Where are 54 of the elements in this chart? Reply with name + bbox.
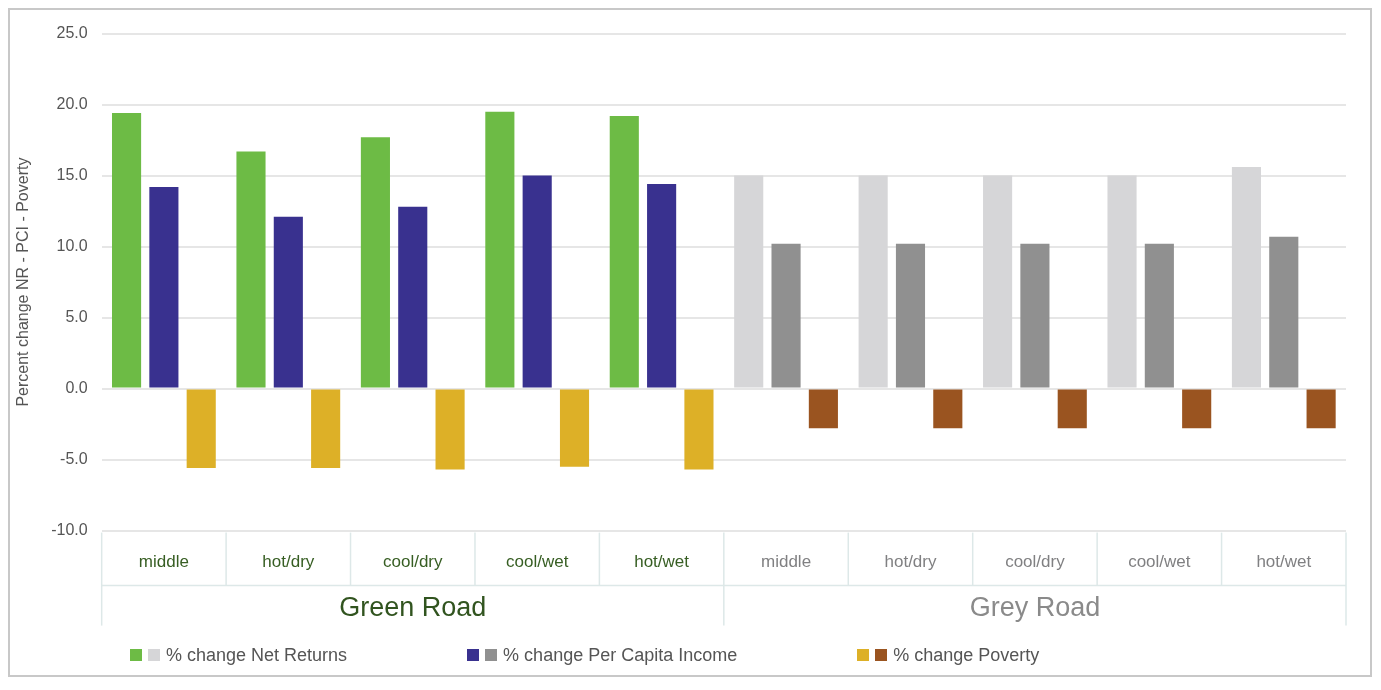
bar [186, 389, 216, 469]
bar [808, 389, 838, 429]
bar [684, 389, 714, 470]
legend-label: % change Net Returns [166, 644, 348, 666]
bar [1182, 389, 1212, 429]
y-tick-label: -10.0 [51, 521, 88, 539]
y-axis-title: Percent change NR - PCI - Poverty [14, 157, 32, 407]
legend-label: % change Poverty [893, 644, 1040, 666]
bar [1020, 243, 1050, 388]
bar [112, 113, 142, 388]
y-tick-label: 10.0 [56, 237, 88, 255]
x-tick-label: hot/dry [884, 552, 937, 572]
bar [609, 115, 639, 388]
x-tick-label: cool/dry [1005, 552, 1066, 572]
y-tick-label: 25.0 [56, 24, 88, 42]
bar [1144, 243, 1174, 388]
x-tick-label: hot/wet [634, 552, 690, 572]
bar [236, 151, 266, 388]
x-tick-label: cool/dry [382, 552, 444, 572]
bar [983, 175, 1013, 388]
bar [858, 175, 888, 388]
bar [1306, 389, 1336, 429]
y-tick-label: 20.0 [56, 95, 88, 113]
x-tick-label: cool/wet [1128, 552, 1191, 572]
bar [1231, 167, 1262, 388]
y-tick-label: -5.0 [60, 450, 88, 468]
x-tick-label: middle [761, 552, 812, 572]
bar [435, 389, 465, 470]
bar [933, 389, 963, 429]
bar [895, 243, 926, 388]
y-tick-label: 0.0 [65, 379, 88, 397]
x-tick-label: cool/wet [506, 552, 569, 572]
bar [311, 389, 341, 469]
bar [273, 216, 303, 388]
bar [1269, 236, 1299, 388]
bar [734, 175, 764, 388]
bar [771, 243, 801, 388]
y-tick-label: 5.0 [65, 308, 88, 326]
x-tick-label: hot/wet [1256, 552, 1312, 572]
bar [149, 186, 179, 388]
bar [647, 184, 677, 388]
x-tick-label: middle [138, 552, 189, 572]
bar [559, 389, 590, 467]
bar [360, 137, 390, 388]
text: Grey Road [969, 592, 1101, 623]
bar [1057, 389, 1087, 429]
bar [398, 206, 428, 388]
bar [522, 175, 552, 388]
bar [485, 111, 515, 388]
x-tick-label: hot/dry [262, 552, 315, 572]
bar [1107, 175, 1137, 388]
y-tick-label: 15.0 [56, 166, 88, 184]
text: Green Road [339, 592, 487, 623]
legend-label: % change Per Capita Income [503, 644, 738, 666]
